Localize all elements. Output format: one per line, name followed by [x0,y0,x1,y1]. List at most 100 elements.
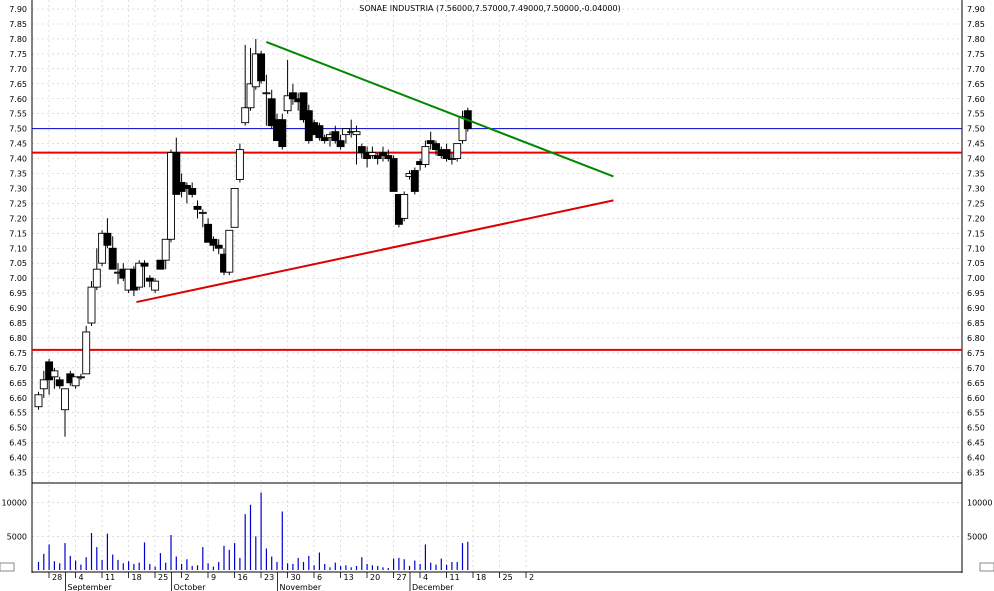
price-tick-left: 6.70 [9,364,27,373]
left-scroll-box[interactable] [0,562,15,572]
date-tick-label: 18 [132,573,142,582]
price-tick-left: 7.15 [9,229,27,238]
date-tick-label: 13 [344,573,354,582]
price-tick-right: 7.40 [967,155,985,164]
date-tick-label: 4 [79,573,84,582]
price-tick-right: 6.50 [967,424,985,433]
price-tick-right: 6.35 [967,469,985,478]
candle-body-up [151,280,160,291]
horizontal-levels [32,128,962,351]
price-tick-left: 7.05 [9,259,27,268]
price-tick-right: 7.05 [967,259,985,268]
grid-lines [32,0,962,570]
price-tick-left: 7.55 [9,110,27,119]
candle-body-down [204,223,213,243]
price-tick-right: 7.50 [967,125,985,134]
date-tick-label: 2 [529,573,534,582]
volume-tick-right: 10000 [967,499,992,508]
candle-body-up [400,193,409,219]
candle-body-down [55,379,64,387]
right-scroll-box[interactable] [979,562,994,572]
price-tick-left: 6.90 [9,304,27,313]
candle-body-up [34,394,43,408]
trend-lines [136,41,614,304]
price-tick-left: 6.35 [9,469,27,478]
date-tick-label: 25 [503,573,513,582]
candle-body-up [98,232,107,264]
candle-body-down [288,92,297,100]
price-tick-right: 6.40 [967,454,985,463]
candle-body-down [156,259,165,270]
price-tick-left: 7.90 [9,5,27,14]
candle-body-up [453,143,462,160]
price-tick-right: 7.15 [967,229,985,238]
month-label: September [68,583,113,591]
axis-ticks: 6.35 6.35 6.40 6.40 6.45 6.45 6.50 6.50 6.55 6.55… [2,5,992,591]
candle-body-up [283,95,292,112]
price-tick-left: 7.25 [9,199,27,208]
month-label: October [174,583,207,591]
price-tick-left: 6.65 [9,379,27,388]
price-tick-right: 6.95 [967,289,985,298]
volume-tick-left: 5000 [7,532,27,541]
candle-body-up [241,107,250,124]
candle-body-down [432,143,440,151]
price-tick-right: 6.65 [967,379,985,388]
candle-body-down [336,140,345,148]
volume-bars [37,492,469,570]
price-tick-right: 7.65 [967,80,985,89]
candle-body-up [71,376,80,387]
candle-body-up [161,238,170,261]
price-tick-left: 6.40 [9,454,27,463]
candle-body-up [61,388,69,411]
date-tick-label: 28 [52,573,62,582]
price-tick-right: 7.60 [967,95,985,104]
trend-line [265,41,614,178]
candle-body-up [352,131,361,136]
price-tick-right: 7.20 [967,214,985,223]
price-tick-left: 7.80 [9,35,27,44]
price-tick-right: 6.85 [967,319,985,328]
price-tick-right: 6.45 [967,439,985,448]
date-tick-label: 20 [370,573,380,582]
candle-body-down [384,155,393,159]
price-tick-right: 7.90 [967,5,985,14]
price-tick-left: 6.75 [9,349,27,358]
candle-body-up [230,187,239,228]
price-tick-right: 7.35 [967,170,985,179]
month-label: December [412,583,454,591]
date-tick-label: 25 [158,573,168,582]
candle-body-down [320,137,329,142]
price-tick-left: 7.60 [9,95,27,104]
candle-body-down [172,152,181,195]
candle-body-down [315,125,324,139]
price-tick-left: 6.45 [9,439,27,448]
candle-body-down [299,92,308,121]
price-tick-right: 7.45 [967,140,985,149]
price-tick-left: 6.85 [9,319,27,328]
price-tick-right: 6.60 [967,394,985,403]
price-tick-right: 6.90 [967,304,985,313]
date-tick-label: 11 [450,573,460,582]
candle-body-down [145,277,154,282]
candle-body-down [182,185,191,189]
candle-body-up [76,376,85,379]
price-tick-right: 6.80 [967,334,985,343]
candle-body-down [331,131,340,142]
date-tick-label: 27 [397,573,407,582]
candle-body-up [198,211,207,214]
price-tick-left: 6.95 [9,289,27,298]
price-tick-left: 7.75 [9,50,27,59]
candle-body-up [50,370,59,378]
candle-body-down [373,155,382,159]
price-tick-right: 7.25 [967,199,985,208]
candle-body-up [39,379,48,390]
candle-body-down [214,244,223,249]
price-tick-right: 7.55 [967,110,985,119]
candle-body-up [225,229,234,273]
price-tick-left: 7.35 [9,170,27,179]
price-tick-left: 6.80 [9,334,27,343]
month-label: November [280,583,322,591]
